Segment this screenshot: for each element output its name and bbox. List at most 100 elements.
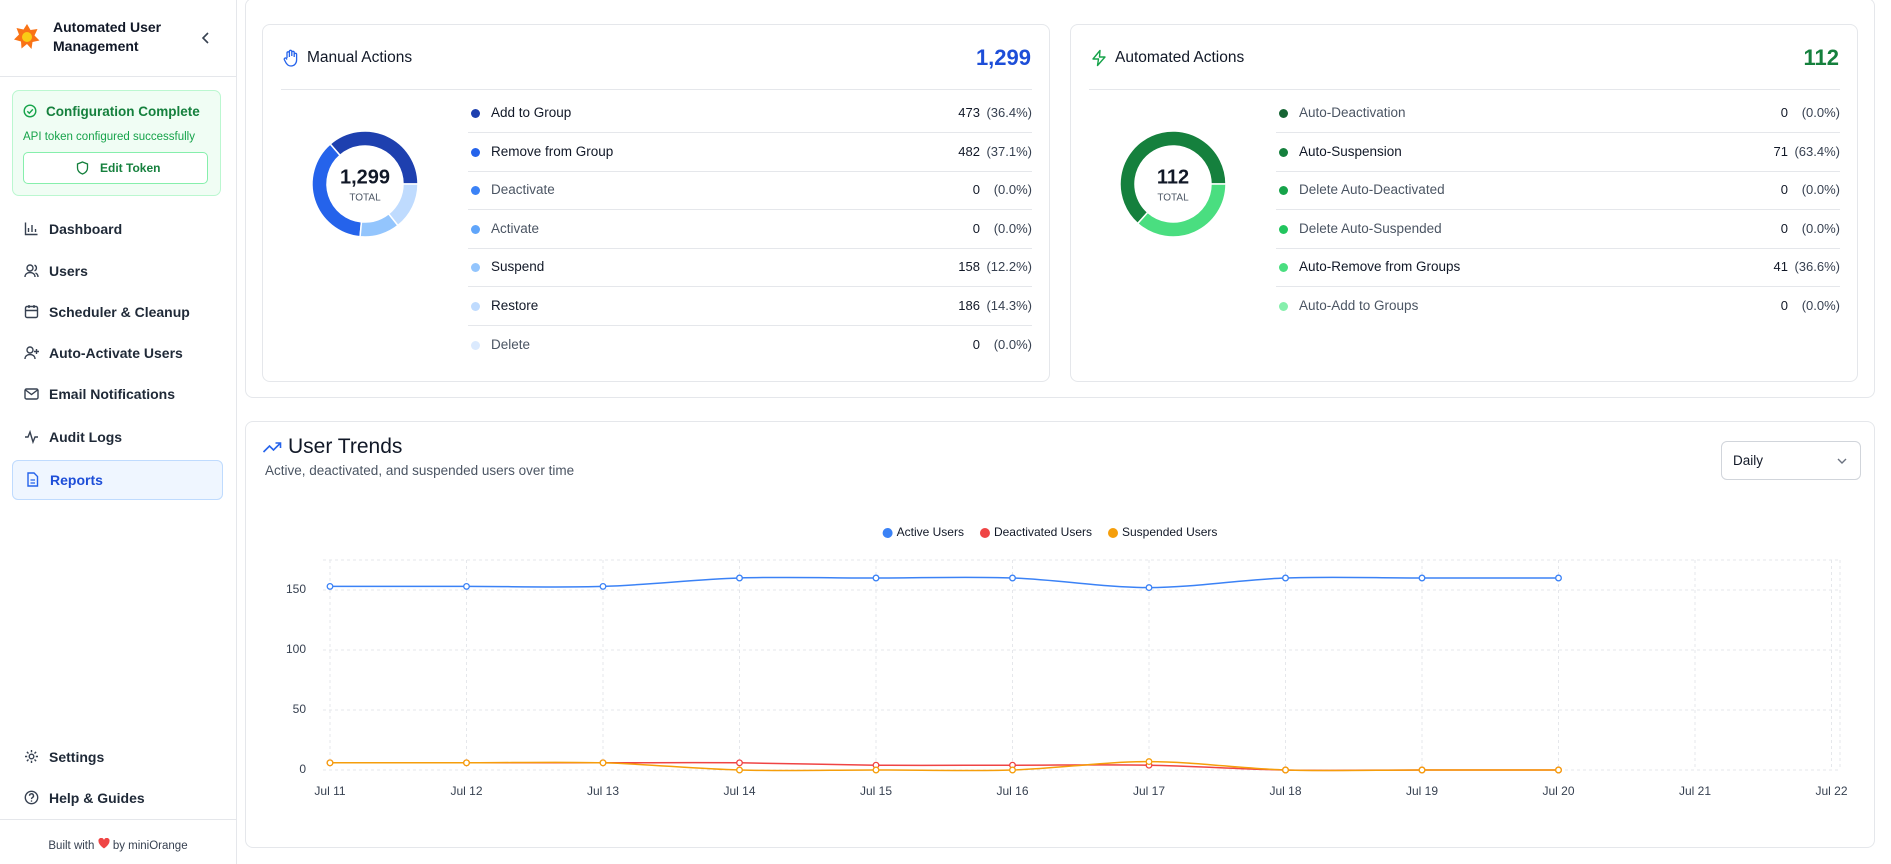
check-icon	[23, 104, 37, 118]
card-title: Automated Actions	[1115, 49, 1245, 66]
donut-caption: TOTAL	[349, 193, 381, 204]
nav-label: Audit Logs	[49, 429, 123, 445]
donut-slice	[1136, 183, 1227, 238]
nav-item[interactable]: Email Notifications	[12, 375, 221, 413]
hand-icon	[283, 49, 298, 67]
data-point	[1555, 766, 1562, 774]
legend-dot	[1279, 147, 1288, 157]
divider	[281, 89, 1032, 90]
nav-item[interactable]: Scheduler & Cleanup	[12, 293, 221, 331]
legend-count: 0	[1780, 298, 1788, 313]
sidebar: Automated User Management Configuration …	[0, 0, 237, 864]
line-chart: 0 50 100 150 Jul 11 Jul 12 Jul 13 Jul 14 Jul 15 J…	[286, 525, 1848, 798]
nav-label: Scheduler & Cleanup	[49, 304, 190, 320]
data-point	[1418, 574, 1426, 582]
legend: Active Users Deactivated Users Suspended U…	[882, 525, 1217, 539]
legend-count: 0	[1780, 182, 1788, 198]
x-tick-label: Jul 21	[1679, 784, 1711, 798]
x-tick-label: Jul 17	[1133, 784, 1165, 798]
donut-slice	[387, 183, 419, 227]
legend-dot	[471, 147, 480, 157]
nav-label: Reports	[50, 472, 103, 488]
legend-label: Auto-Deactivation	[1299, 105, 1406, 120]
nav-item-active[interactable]: Reports	[12, 460, 223, 500]
divider	[1089, 89, 1840, 90]
legend-dot	[471, 109, 480, 118]
legend-count: 473	[958, 105, 980, 120]
legend-dot	[471, 186, 480, 196]
legend-label: Deactivated Users	[994, 525, 1092, 539]
data-point	[463, 582, 470, 590]
legend-label: Suspend	[491, 259, 545, 275]
data-point	[872, 574, 880, 582]
nav-item[interactable]: Audit Logs	[12, 418, 221, 456]
legend-percent: (0.0%)	[1801, 220, 1840, 236]
legend-count: 41	[1773, 259, 1788, 275]
legend-percent: (0.0%)	[993, 182, 1032, 198]
x-tick-label: Jul 22	[1815, 784, 1847, 798]
donut-total: 112	[1157, 166, 1189, 188]
y-tick-label: 0	[299, 762, 306, 776]
x-tick-label: Jul 20	[1542, 784, 1574, 798]
nav-label: Settings	[49, 749, 105, 765]
y-tick-label: 150	[286, 582, 306, 596]
config-box: Configuration Complete API token configu…	[12, 90, 221, 196]
donut-slice	[311, 142, 363, 238]
shield-icon	[76, 161, 89, 175]
legend-row: Suspend 158 (12.2%)	[468, 248, 1032, 288]
nav-label: Users	[49, 263, 88, 279]
legend-dot	[471, 224, 480, 234]
footer-suffix: by miniOrange	[112, 840, 188, 852]
x-tick-label: Jul 12	[450, 784, 482, 798]
legend-count: 71	[1773, 143, 1788, 159]
collapse-button[interactable]	[200, 31, 212, 45]
nav-item[interactable]: Help & Guides	[12, 779, 221, 817]
period-value: Daily	[1733, 453, 1764, 468]
legend-dot	[471, 263, 480, 273]
legend-dot	[1279, 109, 1288, 118]
x-tick-label: Jul 14	[723, 784, 755, 798]
legend-label: Delete	[491, 336, 531, 352]
nav-item[interactable]: Users	[12, 252, 221, 290]
legend-label: Suspended Users	[1122, 525, 1217, 539]
footer: Built with by miniOrange	[0, 837, 236, 852]
donut-slice	[1119, 130, 1227, 225]
y-tick-label: 100	[286, 642, 306, 656]
trends-subtitle: Active, deactivated, and suspended users…	[265, 463, 575, 478]
legend-label: Active Users	[897, 525, 964, 539]
series-line	[330, 760, 1559, 772]
card-total: 112	[1803, 45, 1840, 70]
legend-percent: (63.4%)	[1794, 143, 1840, 159]
donut-chart: 1,299 TOTAL	[311, 130, 419, 238]
data-point	[1555, 574, 1562, 582]
legend-percent: (0.0%)	[993, 336, 1032, 352]
nav-item[interactable]: Dashboard	[12, 210, 221, 248]
legend-label: Auto-Add to Groups	[1299, 298, 1419, 313]
legend-count: 158	[958, 259, 980, 275]
legend-row: Deactivate 0 (0.0%)	[468, 171, 1032, 211]
edit-token-button[interactable]: Edit Token	[23, 152, 208, 184]
series-line	[329, 576, 1559, 589]
footer-prefix: Built with	[48, 840, 95, 852]
legend-row: Restore 186 (14.3%)	[468, 287, 1032, 326]
legend-row: Delete 0 (0.0%)	[468, 326, 1032, 364]
legend-count: 0	[972, 336, 980, 352]
user-trends-card: User Trends Active, deactivated, and sus…	[245, 421, 1875, 848]
legend-label: Activate	[491, 220, 540, 236]
nav-item[interactable]: Auto-Activate Users	[12, 334, 221, 372]
nav-item[interactable]: Settings	[12, 738, 221, 776]
app-name: Automated User Management	[53, 19, 162, 54]
card-title: Manual Actions	[307, 49, 413, 66]
legend-row: Delete Auto-Deactivated 0 (0.0%)	[1276, 171, 1840, 211]
data-point	[1418, 766, 1426, 774]
legend-label: Deactivate	[491, 182, 555, 198]
heart-icon	[98, 837, 110, 849]
legend-dot	[1279, 224, 1288, 234]
period-select[interactable]: Daily	[1721, 441, 1861, 480]
legend-label: Add to Group	[491, 105, 572, 120]
trends-title: User Trends	[288, 435, 403, 458]
nav-label: Help & Guides	[49, 790, 145, 806]
legend-label: Delete Auto-Suspended	[1299, 220, 1442, 236]
data-point	[326, 759, 334, 767]
legend-percent: (0.0%)	[993, 220, 1032, 236]
